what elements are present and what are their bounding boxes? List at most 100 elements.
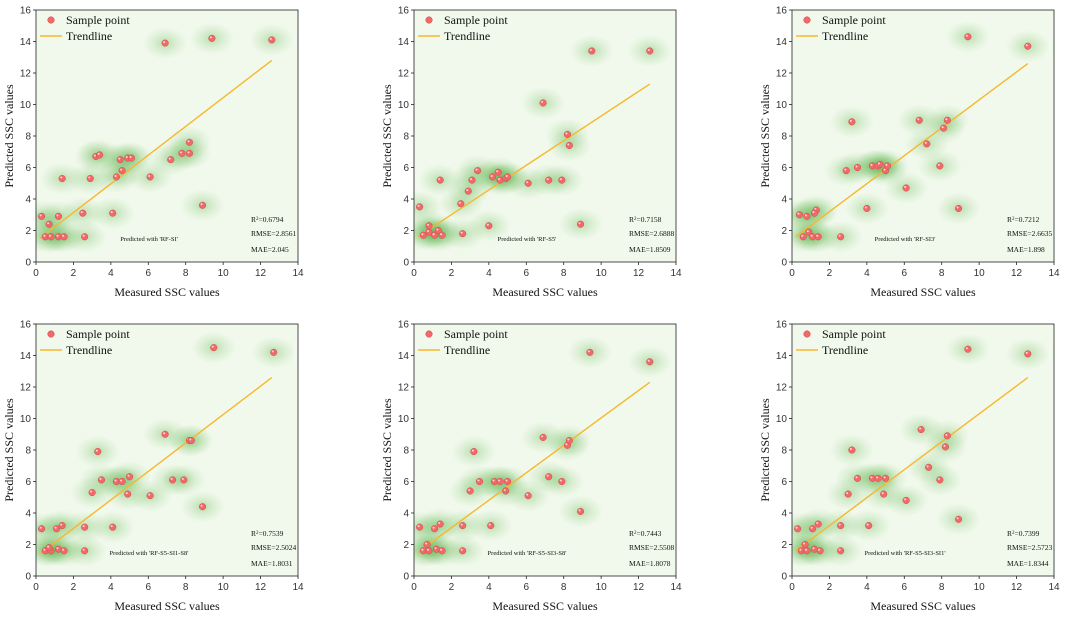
sample-point-highlight: [647, 359, 650, 362]
sample-point-highlight: [426, 223, 429, 226]
sample-point: [955, 515, 963, 523]
sample-point: [109, 523, 117, 531]
sample-point-highlight: [56, 214, 59, 217]
sample-point-highlight: [168, 157, 171, 160]
sample-point: [577, 220, 585, 228]
sample-point-highlight: [269, 37, 272, 40]
sample-point: [848, 446, 856, 454]
x-tick-label: 14: [292, 268, 304, 279]
x-tick-label: 6: [524, 268, 530, 279]
sample-point-highlight: [120, 168, 123, 171]
x-tick-label: 12: [633, 582, 645, 593]
sample-point: [466, 487, 474, 495]
legend-trend-label: Trendline: [66, 29, 112, 43]
sample-point: [96, 151, 104, 159]
y-tick-label: 4: [781, 509, 787, 520]
y-tick-label: 14: [20, 351, 32, 362]
y-tick-label: 0: [781, 258, 787, 269]
sample-point-highlight: [148, 493, 151, 496]
sample-point-highlight: [804, 548, 807, 551]
sample-point-highlight: [110, 211, 113, 214]
sample-point: [844, 490, 852, 498]
sample-point-highlight: [460, 523, 463, 526]
sample-point-highlight: [60, 523, 63, 526]
sample-point-highlight: [797, 212, 800, 215]
sample-point: [81, 233, 89, 241]
sample-point: [208, 34, 216, 42]
sample-point-highlight: [804, 214, 807, 217]
sample-point-highlight: [810, 526, 813, 529]
sample-point-highlight: [209, 36, 212, 39]
sample-point-highlight: [432, 526, 435, 529]
predicted-with-caption: Predicted with 'RF-S5-SI1-S8': [110, 550, 189, 557]
sample-point-highlight: [1025, 44, 1028, 47]
sample-point: [268, 36, 276, 44]
sample-point-highlight: [838, 234, 841, 237]
x-tick-label: 14: [670, 582, 682, 593]
sample-point-highlight: [460, 231, 463, 234]
sample-point-highlight: [818, 548, 821, 551]
legend-trend-label: Trendline: [444, 343, 490, 357]
sample-point-highlight: [97, 152, 100, 155]
sample-point-highlight: [200, 203, 203, 206]
trendline: [795, 376, 1029, 552]
y-tick-label: 4: [403, 195, 409, 206]
sample-point: [865, 522, 873, 530]
sample-point: [79, 209, 87, 217]
sample-point: [853, 163, 862, 172]
sample-point: [185, 138, 194, 146]
y-tick-label: 2: [403, 540, 409, 551]
legend-point-label: Sample point: [822, 13, 886, 27]
sample-point-highlight: [475, 168, 478, 171]
sample-point: [38, 212, 46, 220]
sample-point: [38, 525, 46, 533]
x-tick-label: 8: [939, 268, 945, 279]
sample-point-highlight: [965, 34, 968, 37]
sample-point: [161, 430, 169, 438]
sample-point: [943, 116, 951, 124]
sample-point-highlight: [417, 525, 420, 528]
x-tick-label: 2: [71, 582, 77, 593]
sample-point-highlight: [565, 443, 568, 446]
x-tick-label: 12: [255, 582, 267, 593]
scatter-panel-rf-s5-si1-s8: 0 2 4 6 8 10 12 14 0 2 4 6 8 10 12 14 16 Measured SSC val…: [0, 314, 355, 624]
y-tick-label: 16: [20, 320, 32, 331]
y-tick-label: 10: [398, 100, 410, 111]
sample-point: [955, 204, 963, 212]
sample-point-highlight: [799, 548, 802, 551]
sample-point: [915, 116, 923, 124]
sample-point-highlight: [937, 477, 940, 480]
y-tick-label: 6: [25, 477, 31, 488]
y-tick-label: 16: [398, 320, 410, 331]
sample-point: [199, 503, 207, 511]
sample-point-highlight: [62, 234, 65, 237]
sample-point-highlight: [956, 517, 959, 520]
sample-point-highlight: [47, 545, 50, 548]
legend: Sample point Trendline: [796, 13, 886, 43]
sample-point-highlight: [919, 427, 922, 430]
y-tick-label: 0: [25, 258, 31, 269]
sample-point-highlight: [421, 548, 424, 551]
x-tick-label: 8: [939, 582, 945, 593]
x-tick-label: 6: [524, 582, 530, 593]
x-tick-label: 8: [561, 582, 567, 593]
y-axis-label: Predicted SSC values: [380, 398, 394, 502]
sample-point: [577, 507, 585, 515]
sample-point-highlight: [114, 174, 117, 177]
sample-point-highlight: [39, 214, 42, 217]
y-tick-label: 14: [776, 37, 788, 48]
sample-point: [504, 477, 512, 486]
sample-point: [936, 162, 944, 170]
sample-point: [940, 124, 948, 132]
density-layer: [36, 331, 296, 567]
trendline: [39, 376, 273, 555]
legend-point-marker: [425, 16, 433, 24]
y-tick-label: 8: [781, 132, 787, 143]
y-tick-label: 2: [25, 226, 31, 237]
sample-point-highlight: [432, 233, 435, 236]
mae-stat: MAE=1.8509: [629, 245, 671, 254]
sample-point-highlight: [864, 206, 867, 209]
sample-point-highlight: [541, 100, 544, 103]
x-axis-label: Measured SSC values: [870, 285, 976, 299]
sample-point-highlight: [88, 176, 91, 179]
